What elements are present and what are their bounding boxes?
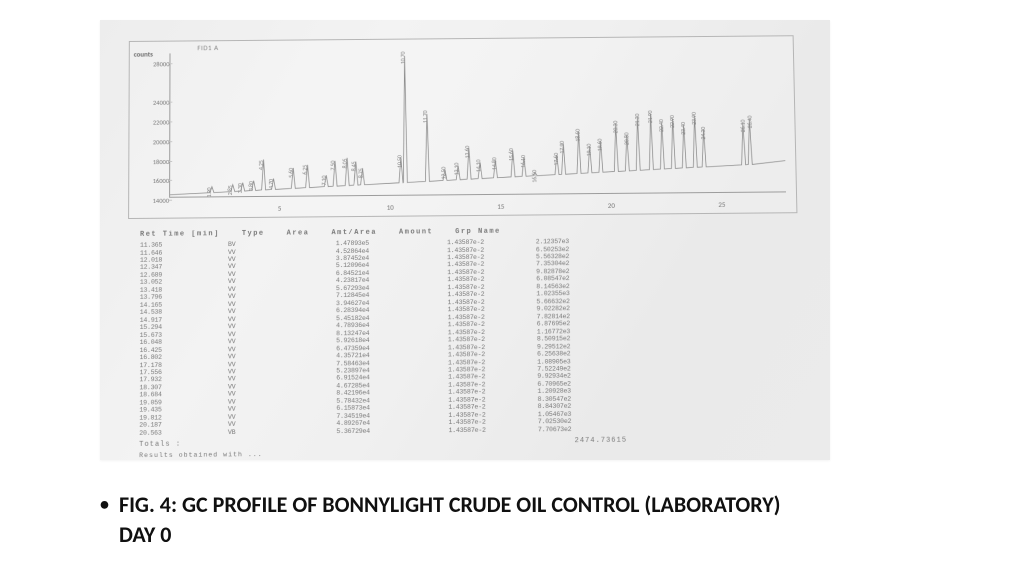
peak-label: 13.10: [452, 163, 460, 176]
xtick: 25: [718, 200, 725, 209]
table-header-cell: Area: [287, 229, 310, 237]
peak-label: 4.70: [267, 179, 275, 189]
peak-label: 4.25: [257, 160, 265, 170]
peak-label: 22.90: [668, 115, 676, 128]
table-header-cell: Amt/Area: [331, 229, 377, 237]
peak-label: 6.25: [301, 165, 309, 175]
table-footer: Results obtained with ...: [139, 447, 784, 460]
peak-label: 8.05: [341, 158, 349, 168]
peak-label: 17.60: [552, 153, 560, 166]
peak-label: 10.50: [395, 155, 403, 168]
caption-text: FIG. 4: GC PROFILE OF BONNYLIGHT CRUDE O…: [119, 490, 800, 549]
peak-label: 24.30: [699, 127, 707, 140]
table-cell: VB: [228, 428, 266, 436]
ytick: 14000: [131, 197, 169, 205]
gc-chromatogram-chart: FID1 A counts 28000 24000 22000 20000 18000 1…: [128, 35, 797, 219]
table-cell: 5.36729e4: [266, 427, 382, 436]
peak-label: 17.90: [558, 141, 566, 154]
peak-label: 23.90: [690, 112, 698, 125]
table-header-cell: Grp Name: [455, 228, 501, 236]
chart-title: FID1 A: [197, 43, 218, 52]
bullet-icon: •: [100, 490, 109, 519]
ytick: 18000: [131, 158, 169, 166]
ytick: 22000: [131, 119, 169, 127]
peak-label: 20.80: [622, 132, 630, 145]
peak-label: 14.80: [490, 158, 498, 171]
totals-amount: 2474.73615: [575, 437, 628, 446]
peak-label: 23.40: [679, 122, 687, 135]
peak-label: 2.85: [226, 186, 234, 196]
peak-label: 3.30: [236, 184, 244, 194]
peak-label: 16.10: [519, 155, 527, 168]
ytick: 20000: [131, 138, 169, 146]
table-body: 11.365BV1.47893e51.43587e-22.12357e311.6…: [139, 236, 784, 437]
peak-label: 7.10: [320, 176, 328, 186]
xtick: 20: [608, 201, 615, 210]
xtick: 10: [387, 203, 394, 212]
peak-label: 5.60: [287, 168, 295, 178]
peak-label: 18.60: [573, 129, 581, 142]
table-header-cell: Amount: [399, 228, 433, 236]
totals-label: Totals :: [139, 441, 181, 449]
table-cell: 1.43587e-2: [382, 426, 498, 435]
peak-label: 15.60: [507, 148, 515, 161]
table-header-cell: Ret Time [min]: [140, 230, 220, 239]
table-cell: 20.563: [139, 429, 228, 437]
peak-label: 10.70: [399, 52, 407, 65]
ytick: 28000: [132, 60, 170, 68]
peak-label: 26.40: [745, 116, 753, 129]
peak-label: 21.30: [633, 114, 641, 127]
ytick: 16000: [131, 177, 169, 185]
peak-label: 20.30: [611, 121, 619, 134]
peak-label: 7.50: [329, 161, 337, 171]
peak-label: 13.60: [463, 145, 471, 158]
table-cell: 7.70673e2: [498, 426, 584, 434]
figure-caption: • FIG. 4: GC PROFILE OF BONNYLIGHT CRUDE…: [100, 490, 800, 549]
peak-label: 11.70: [421, 111, 429, 124]
xtick: 5: [278, 204, 282, 213]
table-cell: [583, 425, 654, 433]
table-header-cell: Type: [242, 230, 265, 238]
peak-label: 1.90: [205, 188, 213, 198]
xtick: 15: [497, 202, 504, 211]
ytick: 24000: [132, 99, 170, 107]
peak-label: 8.75: [356, 169, 364, 179]
peak-label: 3.80: [247, 181, 255, 191]
peak-label: 16.60: [530, 170, 538, 183]
peak-label: 21.90: [646, 111, 654, 124]
peak-label: 22.40: [657, 119, 665, 132]
peak-label: 19.10: [585, 143, 593, 156]
peak-label: 19.60: [596, 138, 604, 151]
perspective-container: FID1 A counts 28000 24000 22000 20000 18000 1…: [100, 20, 830, 460]
y-axis-label: counts: [134, 50, 153, 59]
peak-label: 14.10: [474, 160, 482, 173]
peak-label: 12.50: [439, 167, 447, 180]
scanned-figure-photo: FID1 A counts 28000 24000 22000 20000 18000 1…: [100, 20, 830, 460]
gc-data-table: Ret Time [min] Type Area Amt/Area Amount Grp …: [139, 225, 784, 460]
